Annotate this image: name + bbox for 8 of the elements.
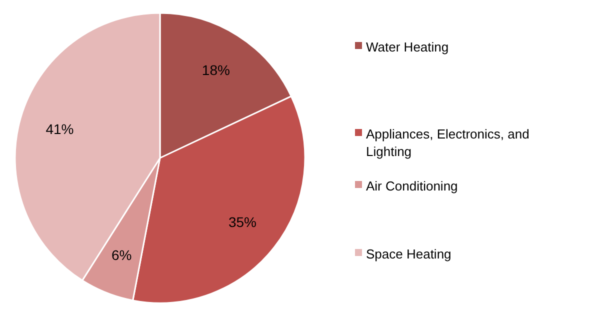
data-label: 35% [228, 214, 257, 230]
data-label: 18% [202, 62, 230, 78]
legend-label: Water Heating [366, 40, 449, 55]
legend-label: Appliances, Electronics, and Lighting [366, 126, 530, 160]
data-label: 41% [46, 120, 74, 137]
legend-label: Space Heating [366, 246, 452, 262]
legend-label: Air Conditioning [366, 178, 458, 194]
data-label: 6% [111, 246, 132, 263]
